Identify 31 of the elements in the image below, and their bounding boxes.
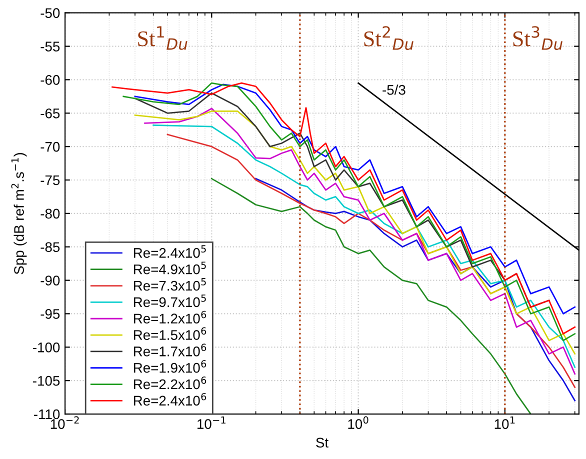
legend-label: Re=7.3x10$^{5}$ (134, 278, 206, 291)
y-tick-label: -55 (40, 42, 60, 52)
legend-label: Re=1.2x10$^{6}$ (134, 310, 206, 324)
y-tick-label: -105 (33, 376, 60, 386)
legend-label: Re=2.2x10$^{6}$ (134, 376, 206, 390)
x-tick-label: 10$^{1}$ (494, 416, 515, 429)
y-tick-label: -75 (40, 175, 60, 186)
y-tick-label: -60 (40, 75, 60, 85)
legend-label: Re=1.7x10$^{6}$ (134, 344, 206, 356)
legend-label: Re=4.9x10$^{5}$ (134, 262, 206, 274)
legend-label: Re=2.4x10$^{5}$ (134, 245, 206, 258)
y-tick-label: -50 (40, 8, 60, 18)
legend-label: Re=1.9x10$^{6}$ (134, 360, 206, 373)
legend-label: Re=2.4x10$^{6}$ (134, 392, 206, 406)
x-axis-title: St (316, 438, 328, 448)
y-tick-label: -90 (40, 276, 60, 286)
x-tick-label: 10$^{0}$ (348, 416, 368, 429)
y-tick-label: -80 (40, 208, 60, 219)
y-tick-label: -100 (33, 342, 60, 352)
annotation: -5/3 (382, 84, 406, 95)
y-tick-label: -70 (40, 142, 60, 152)
x-tick-label: 10$^{−1}$ (198, 416, 226, 429)
y-tick-label: -95 (40, 309, 60, 319)
legend-label: Re=9.7x10$^{5}$ (134, 294, 206, 308)
y-tick-label: -65 (40, 108, 60, 118)
annotation: St$^{3}$$_{Du}$ (513, 26, 562, 50)
y-axis-title: Spp (dB ref m$^{2}$.s$^{−1}$) (11, 153, 27, 274)
annotation: St$^{1}$$_{Du}$ (138, 26, 188, 50)
legend-label: Re=1.5x10$^{6}$ (134, 327, 206, 340)
y-tick-label: -85 (40, 242, 60, 252)
annotation: St$^{2}$$_{Du}$ (364, 26, 414, 50)
